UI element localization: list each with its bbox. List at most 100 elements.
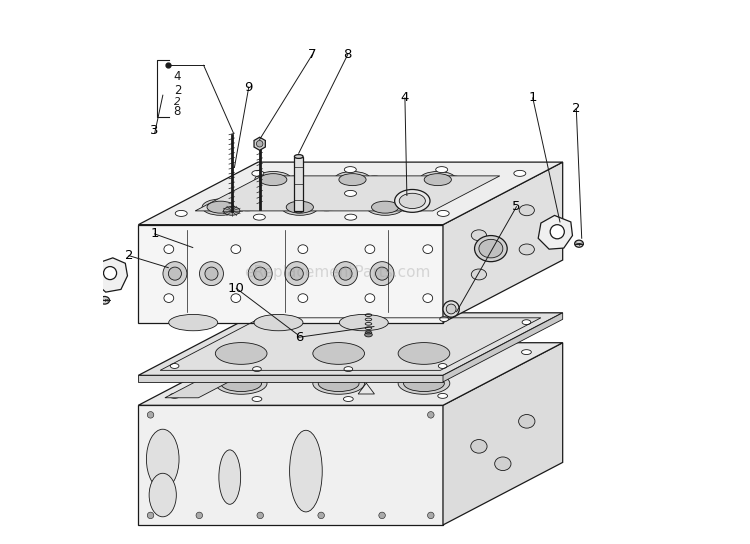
- Ellipse shape: [358, 368, 368, 373]
- Ellipse shape: [438, 363, 447, 368]
- Circle shape: [376, 267, 388, 280]
- Ellipse shape: [295, 209, 303, 213]
- Bar: [295, 157, 303, 211]
- Ellipse shape: [220, 375, 262, 392]
- Circle shape: [370, 262, 394, 286]
- Circle shape: [285, 262, 309, 286]
- Ellipse shape: [164, 294, 174, 302]
- Ellipse shape: [254, 214, 266, 220]
- Ellipse shape: [437, 211, 449, 217]
- Ellipse shape: [438, 393, 448, 398]
- Ellipse shape: [236, 201, 258, 211]
- Ellipse shape: [254, 350, 263, 355]
- Ellipse shape: [443, 368, 453, 373]
- Ellipse shape: [471, 269, 487, 280]
- Ellipse shape: [313, 343, 364, 364]
- Circle shape: [254, 267, 267, 280]
- Ellipse shape: [519, 205, 535, 215]
- Ellipse shape: [207, 201, 234, 213]
- Ellipse shape: [365, 245, 375, 254]
- Polygon shape: [94, 258, 128, 292]
- Text: 10: 10: [228, 282, 244, 295]
- Ellipse shape: [231, 245, 241, 254]
- Ellipse shape: [442, 176, 464, 186]
- Text: eReplacementParts.com: eReplacementParts.com: [244, 264, 430, 280]
- Ellipse shape: [471, 440, 487, 453]
- Polygon shape: [138, 405, 443, 525]
- Ellipse shape: [260, 368, 270, 373]
- Ellipse shape: [424, 174, 451, 186]
- Text: 5: 5: [512, 200, 520, 213]
- Ellipse shape: [423, 245, 433, 254]
- Ellipse shape: [344, 190, 356, 196]
- Ellipse shape: [348, 317, 357, 322]
- Ellipse shape: [365, 294, 375, 302]
- Ellipse shape: [202, 199, 239, 215]
- Text: 1: 1: [151, 227, 159, 240]
- Polygon shape: [138, 343, 562, 405]
- Circle shape: [257, 512, 263, 518]
- Ellipse shape: [395, 201, 417, 211]
- Ellipse shape: [398, 373, 450, 394]
- Ellipse shape: [255, 171, 292, 188]
- Ellipse shape: [371, 201, 399, 213]
- Ellipse shape: [170, 393, 179, 398]
- Polygon shape: [443, 343, 562, 525]
- Ellipse shape: [281, 199, 318, 215]
- Ellipse shape: [419, 171, 456, 188]
- Circle shape: [147, 412, 154, 418]
- Ellipse shape: [215, 373, 267, 394]
- Ellipse shape: [284, 176, 306, 186]
- Circle shape: [200, 262, 223, 286]
- Ellipse shape: [471, 230, 487, 240]
- Ellipse shape: [518, 415, 535, 428]
- Polygon shape: [165, 349, 292, 398]
- Ellipse shape: [104, 267, 116, 280]
- Ellipse shape: [286, 201, 314, 213]
- Ellipse shape: [522, 320, 531, 325]
- Ellipse shape: [399, 193, 425, 208]
- Ellipse shape: [224, 207, 240, 215]
- Ellipse shape: [436, 166, 448, 172]
- Polygon shape: [138, 162, 562, 225]
- Text: 2: 2: [174, 84, 182, 97]
- Text: 8: 8: [174, 105, 181, 118]
- Text: 2: 2: [124, 249, 134, 262]
- Ellipse shape: [443, 301, 459, 317]
- Ellipse shape: [260, 174, 286, 186]
- Text: 2: 2: [174, 97, 180, 107]
- Circle shape: [248, 262, 272, 286]
- Ellipse shape: [170, 363, 179, 368]
- Ellipse shape: [339, 314, 388, 331]
- Ellipse shape: [164, 245, 174, 254]
- Ellipse shape: [521, 350, 531, 355]
- Ellipse shape: [231, 294, 241, 302]
- Text: 6: 6: [295, 331, 303, 344]
- Ellipse shape: [423, 294, 433, 302]
- Ellipse shape: [367, 199, 404, 215]
- Ellipse shape: [364, 332, 372, 337]
- Ellipse shape: [313, 373, 364, 394]
- Circle shape: [427, 512, 434, 518]
- Circle shape: [205, 267, 218, 280]
- Polygon shape: [138, 313, 562, 375]
- Ellipse shape: [316, 201, 338, 211]
- Polygon shape: [443, 162, 562, 323]
- Ellipse shape: [550, 225, 564, 239]
- Ellipse shape: [344, 397, 353, 401]
- Polygon shape: [195, 176, 500, 211]
- Ellipse shape: [176, 211, 188, 217]
- Ellipse shape: [219, 450, 241, 504]
- Ellipse shape: [479, 239, 502, 258]
- Circle shape: [379, 512, 386, 518]
- Circle shape: [196, 512, 202, 518]
- Circle shape: [339, 267, 352, 280]
- Ellipse shape: [440, 347, 449, 351]
- Polygon shape: [138, 375, 443, 382]
- Text: 7: 7: [308, 48, 316, 61]
- Circle shape: [427, 412, 434, 418]
- Polygon shape: [538, 215, 572, 249]
- Ellipse shape: [318, 375, 359, 392]
- Ellipse shape: [514, 170, 526, 176]
- Text: 8: 8: [344, 48, 352, 61]
